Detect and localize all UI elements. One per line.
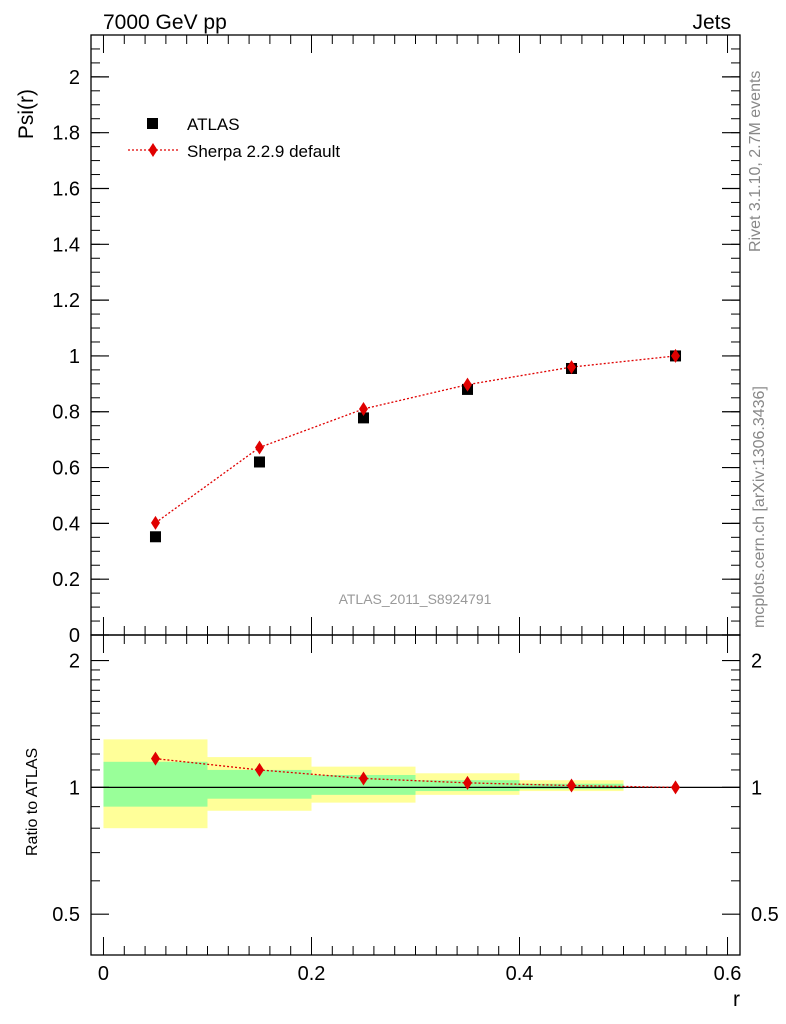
- ratio-y-axis-label: Ratio to ATLAS: [24, 748, 41, 856]
- main-y-tick-label: 0.2: [52, 569, 80, 591]
- mc-point: [463, 377, 473, 392]
- ratio-mc-point: [358, 771, 368, 786]
- legend-marker-sherpa: [148, 143, 158, 157]
- analysis-label: ATLAS_2011_S8924791: [339, 591, 492, 607]
- data-point: [253, 456, 265, 468]
- mcplots-label: mcplots.cern.ch [arXiv:1306.3436]: [751, 386, 768, 628]
- x-tick-label: 0.2: [298, 963, 326, 985]
- ratio-y-tick-label-right: 2: [751, 651, 762, 673]
- main-y-tick-label: 0.4: [52, 513, 80, 535]
- ratio-mc-point: [567, 778, 577, 793]
- rivet-label: Rivet 3.1.10, 2.7M events: [747, 71, 764, 252]
- mc-point: [150, 515, 160, 530]
- mc-point: [358, 401, 368, 416]
- main-y-tick-label: 1.4: [52, 234, 80, 256]
- mc-point: [671, 348, 681, 363]
- ratio-y-tick-label-right: 1: [751, 777, 762, 799]
- legend-marker-atlas: [147, 118, 158, 129]
- ratio-panel: 0.5 0.5 1 1 2 2 0 0.2 0.4 0.6 Ratio to ATLAS r: [24, 634, 779, 1011]
- ratio-y-tick-label: 0.5: [52, 904, 80, 926]
- process-label: Jets: [692, 11, 731, 34]
- ratio-frame: [90, 634, 741, 956]
- ratio-mc-point: [463, 775, 473, 790]
- data-point: [149, 531, 161, 543]
- data-point: [357, 412, 369, 424]
- main-y-tick-label: 1: [69, 346, 80, 368]
- legend-label-atlas: ATLAS: [187, 115, 240, 134]
- legend: ATLAS Sherpa 2.2.9 default: [128, 115, 340, 161]
- main-panel: 0 0.2 0.4 0.6 0.8 1 1.2 1.4 1.6 1.8 2 Psi(r) ATLAS…: [15, 34, 741, 647]
- mc-point: [254, 440, 264, 455]
- ratio-mc-point: [150, 751, 160, 766]
- main-y-tick-label: 2: [69, 67, 80, 89]
- ratio-y-tick-label-right: 0.5: [751, 904, 779, 926]
- ratio-y-tick-label: 2: [69, 651, 80, 673]
- energy-label: 7000 GeV pp: [103, 11, 227, 34]
- x-axis-label: r: [733, 988, 740, 1011]
- main-y-tick-label: 1.6: [52, 178, 80, 200]
- main-y-tick-label: 1.2: [52, 290, 80, 312]
- ratio-y-tick-label: 1: [69, 777, 80, 799]
- x-tick-label: 0.6: [714, 963, 742, 985]
- main-y-tick-label: 0: [69, 625, 80, 647]
- main-y-axis-label: Psi(r): [15, 89, 38, 139]
- ratio-mc-point: [671, 780, 681, 795]
- ratio-mc-line: [155, 758, 676, 789]
- main-y-tick-label: 0.6: [52, 458, 80, 480]
- x-tick-label: 0.4: [506, 963, 534, 985]
- ratio-mc-point: [254, 762, 264, 777]
- x-tick-label: 0: [98, 963, 109, 985]
- legend-label-sherpa: Sherpa 2.2.9 default: [187, 142, 340, 161]
- mc-point: [567, 360, 577, 375]
- main-y-tick-label: 1.8: [52, 123, 80, 145]
- uncertainty-band-inner: [103, 761, 208, 807]
- main-y-tick-label: 0.8: [52, 402, 80, 424]
- mc-line: [155, 355, 676, 524]
